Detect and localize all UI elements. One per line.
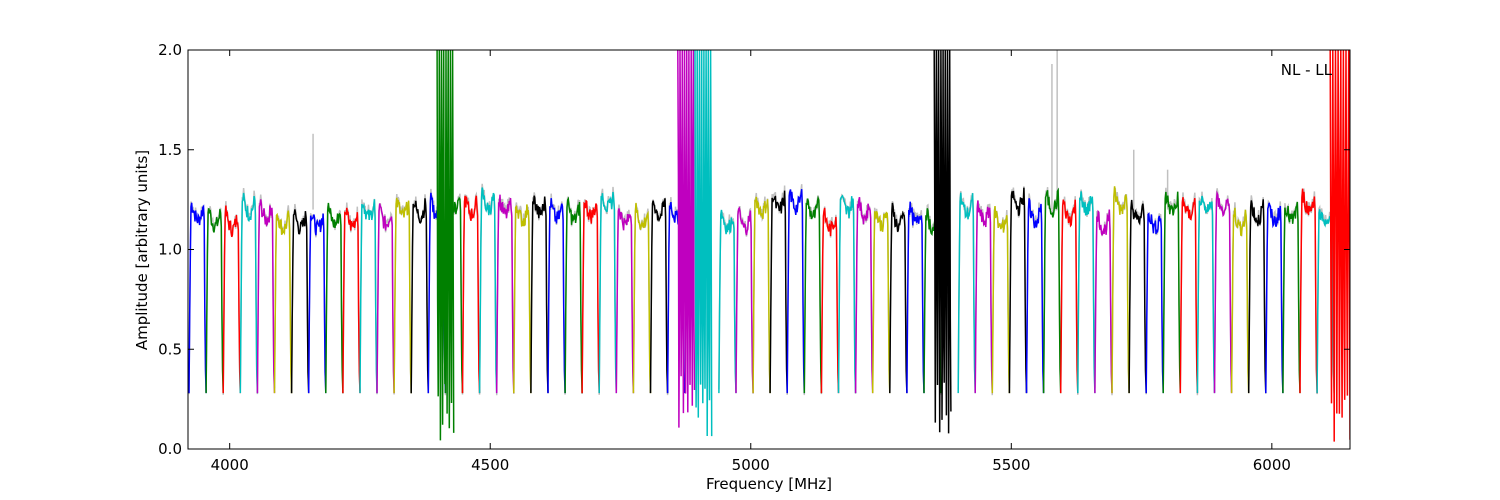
y-tick-label: 1.5 [158, 141, 182, 159]
outlier-band-series [1329, 50, 1350, 442]
band-series [256, 199, 276, 394]
x-tick-label: 5500 [992, 456, 1030, 474]
x-axis: 4000 4500 5000 5500 6000 [211, 50, 1291, 474]
band-series [1059, 199, 1079, 394]
band-series [837, 194, 857, 394]
outlier-band-series [933, 50, 952, 434]
band-series [906, 201, 925, 394]
band-series [1179, 197, 1199, 394]
band-series [205, 208, 224, 394]
band-series [1230, 207, 1250, 394]
band-series [376, 203, 395, 394]
band-series [649, 198, 669, 394]
band-series [735, 206, 754, 394]
x-tick-label: 4000 [211, 456, 249, 474]
band-series [188, 202, 207, 394]
band-series [752, 196, 771, 394]
band-series [307, 213, 327, 394]
band-series [1111, 186, 1130, 394]
band-series [1299, 188, 1318, 394]
plot-annotation: NL - LL [1281, 61, 1333, 79]
band-series [325, 202, 344, 394]
band-series [615, 208, 635, 394]
outlier-band-series [436, 50, 455, 441]
band-series [393, 197, 412, 394]
band-series [1213, 190, 1233, 394]
band-series [1042, 187, 1062, 394]
band-series [718, 209, 737, 394]
y-axis: 0.0 0.5 1.0 1.5 2.0 [158, 41, 1350, 458]
y-tick-label: 1.0 [158, 241, 182, 259]
x-tick-label: 4500 [471, 456, 509, 474]
band-series [889, 202, 908, 394]
outlier-band-series [694, 50, 713, 437]
band-series [871, 210, 891, 394]
band-series [1196, 195, 1216, 394]
band-series [598, 191, 618, 394]
background-band [1265, 199, 1284, 392]
band-series [1282, 201, 1301, 394]
band-series [786, 189, 806, 394]
band-series [461, 195, 481, 394]
band-series-lines [188, 50, 1350, 442]
band-series [1025, 198, 1045, 394]
band-series [581, 199, 600, 394]
band-series [1265, 202, 1284, 394]
band-series [991, 205, 1011, 394]
y-tick-label: 2.0 [158, 41, 182, 59]
band-series [769, 190, 788, 394]
band-series [1145, 212, 1164, 394]
band-series [410, 198, 430, 394]
band-series [957, 192, 976, 394]
x-tick-label: 6000 [1253, 456, 1291, 474]
band-series [239, 192, 259, 394]
band-series [547, 198, 566, 394]
band-series [1008, 187, 1028, 394]
band-series [1094, 209, 1113, 394]
band-series [495, 194, 515, 394]
band-series [222, 205, 242, 394]
band-series [820, 207, 840, 394]
band-series [530, 195, 549, 394]
band-series [632, 202, 652, 394]
x-axis-label: Frequency [MHz] [706, 475, 832, 493]
band-series [273, 210, 293, 394]
y-axis-label: Amplitude [arbitrary units] [133, 150, 151, 350]
band-series [974, 200, 994, 394]
band-series [803, 195, 823, 394]
outlier-band-series [677, 50, 696, 428]
band-series [290, 209, 310, 394]
x-tick-label: 5000 [732, 456, 770, 474]
band-series [513, 204, 532, 394]
band-series [1077, 191, 1096, 394]
band-series [564, 196, 583, 394]
band-series [478, 187, 498, 394]
band-series [1247, 199, 1267, 394]
y-tick-label: 0.0 [158, 440, 182, 458]
y-tick-label: 0.5 [158, 340, 182, 358]
band-series [1128, 199, 1147, 394]
band-series [359, 199, 378, 394]
band-series [854, 197, 874, 394]
band-series [342, 207, 361, 394]
band-series [1162, 191, 1182, 394]
